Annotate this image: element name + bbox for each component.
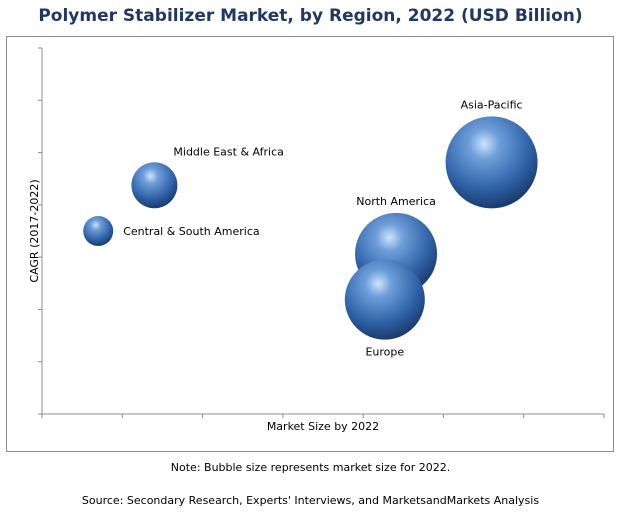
bubble-central-south-america [83, 216, 114, 246]
chart-note: Note: Bubble size represents market size… [170, 461, 451, 474]
bubble-label: Central & South America [123, 225, 259, 238]
axis-ticks [38, 47, 605, 418]
bubble-europe [344, 259, 425, 340]
bubble-label: Europe [365, 346, 404, 359]
bubble-label: Middle East & Africa [173, 145, 284, 158]
y-axis-label: CAGR (2017-2022) [28, 179, 41, 282]
chart-source: Source: Secondary Research, Experts' Int… [81, 494, 540, 507]
axes [41, 48, 604, 415]
bubbles [83, 116, 538, 340]
x-axis-label: Market Size by 2022 [267, 420, 379, 433]
bubble-middle-east-africa [131, 162, 178, 209]
bubble-asia-pacific [445, 116, 538, 209]
bubble-label: North America [356, 195, 436, 208]
bubble-label: Asia-Pacific [461, 98, 523, 111]
bubble-labels: Asia-Pacific Middle East & Africa Central … [123, 98, 522, 358]
chart-title: Polymer Stabilizer Market, by Region, 20… [38, 6, 583, 26]
chart-frame [6, 36, 614, 452]
